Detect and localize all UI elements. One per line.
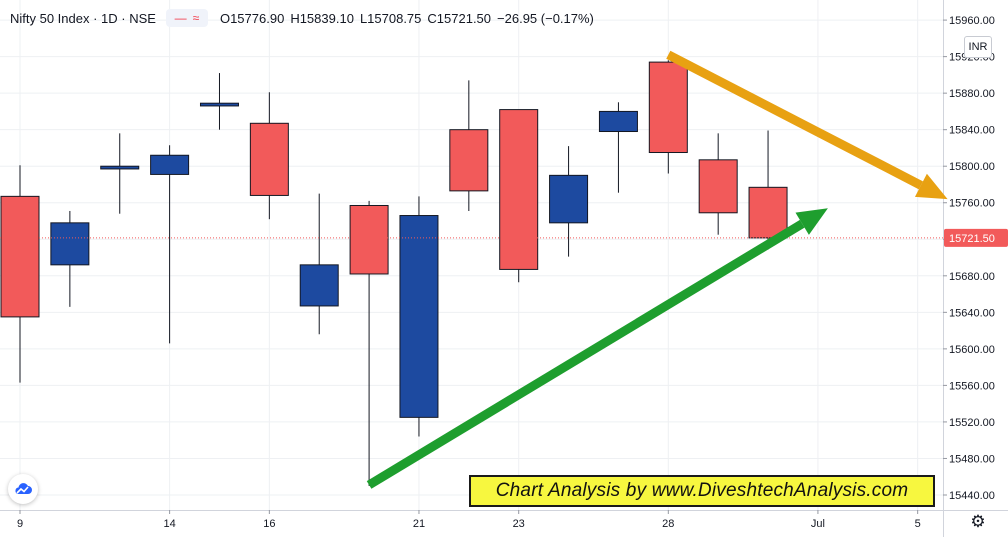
- candle-body[interactable]: [100, 165, 140, 170]
- tradingview-cloud-icon[interactable]: [8, 474, 38, 504]
- price-tick-label: 15440.00: [949, 490, 995, 502]
- price-tick-label: 15600.00: [949, 344, 995, 356]
- high-value: 15839.10: [299, 10, 354, 26]
- wave-icon: ≈: [192, 11, 200, 25]
- price-tick-label: 15680.00: [949, 271, 995, 283]
- indicator-toggle[interactable]: — ≈: [165, 9, 208, 27]
- candle-body[interactable]: [199, 102, 239, 107]
- candle-body[interactable]: [349, 204, 389, 275]
- open-key: O: [219, 10, 231, 26]
- change-value: −26.95 (−0.17%): [497, 10, 594, 26]
- symbol-title[interactable]: Nifty 50 Index · 1D · NSE: [10, 10, 156, 26]
- high-key: H: [290, 10, 300, 26]
- time-tick-label: 16: [263, 518, 275, 530]
- time-tick-label: 9: [17, 518, 23, 530]
- orange-trend-arrow-shaft: [666, 50, 923, 190]
- gear-icon[interactable]: ⚙: [970, 512, 986, 531]
- close-key: C: [427, 10, 437, 26]
- candle-body[interactable]: [648, 61, 688, 154]
- close-value: 15721.50: [436, 10, 492, 26]
- watermark-banner: Chart Analysis by www.DiveshtechAnalysis…: [469, 475, 935, 507]
- time-tick-label: 5: [915, 518, 921, 530]
- time-tick-label: 21: [413, 518, 425, 530]
- time-tick-label: Jul: [811, 518, 825, 530]
- candle-body[interactable]: [499, 109, 539, 270]
- candle-body[interactable]: [399, 215, 439, 418]
- currency-button[interactable]: INR: [964, 36, 992, 58]
- time-tick-label: 23: [513, 518, 525, 530]
- open-value: 15776.90: [230, 10, 285, 26]
- price-tick-label: 15800.00: [949, 161, 995, 173]
- candle-body[interactable]: [549, 174, 589, 224]
- candle-body[interactable]: [299, 264, 339, 307]
- candle-body[interactable]: [748, 186, 788, 239]
- price-tick-label: 15480.00: [949, 453, 995, 465]
- green-trend-arrow-shaft: [366, 219, 805, 489]
- price-tick-label: 15880.00: [949, 88, 995, 100]
- price-tick-label: 15560.00: [949, 380, 995, 392]
- time-tick-label: 14: [163, 518, 175, 530]
- candle-body[interactable]: [50, 222, 90, 266]
- candle-body[interactable]: [698, 159, 738, 214]
- candle-body[interactable]: [150, 154, 190, 175]
- candle-body[interactable]: [449, 129, 489, 192]
- last-price-tag: [944, 228, 1008, 247]
- chart-legend: Nifty 50 Index · 1D · NSE — ≈ O 15776.90 H…: [10, 7, 594, 29]
- green-trend-arrow-head: [795, 208, 828, 235]
- price-tick-label: 15960.00: [949, 15, 995, 27]
- low-key: L: [359, 10, 368, 26]
- last-price-label: 15721.50: [949, 233, 995, 245]
- candle-body[interactable]: [598, 110, 638, 133]
- time-tick-label: 28: [662, 518, 674, 530]
- candle-body[interactable]: [249, 122, 289, 196]
- price-tick-label: 15640.00: [949, 307, 995, 319]
- price-tick-label: 15760.00: [949, 198, 995, 210]
- price-tick-label: 15840.00: [949, 125, 995, 137]
- candle-body[interactable]: [0, 195, 40, 318]
- low-value: 15708.75: [367, 10, 422, 26]
- price-tick-label: 15520.00: [949, 417, 995, 429]
- orange-trend-arrow-head: [914, 173, 948, 200]
- eye-hide-icon: —: [174, 11, 187, 25]
